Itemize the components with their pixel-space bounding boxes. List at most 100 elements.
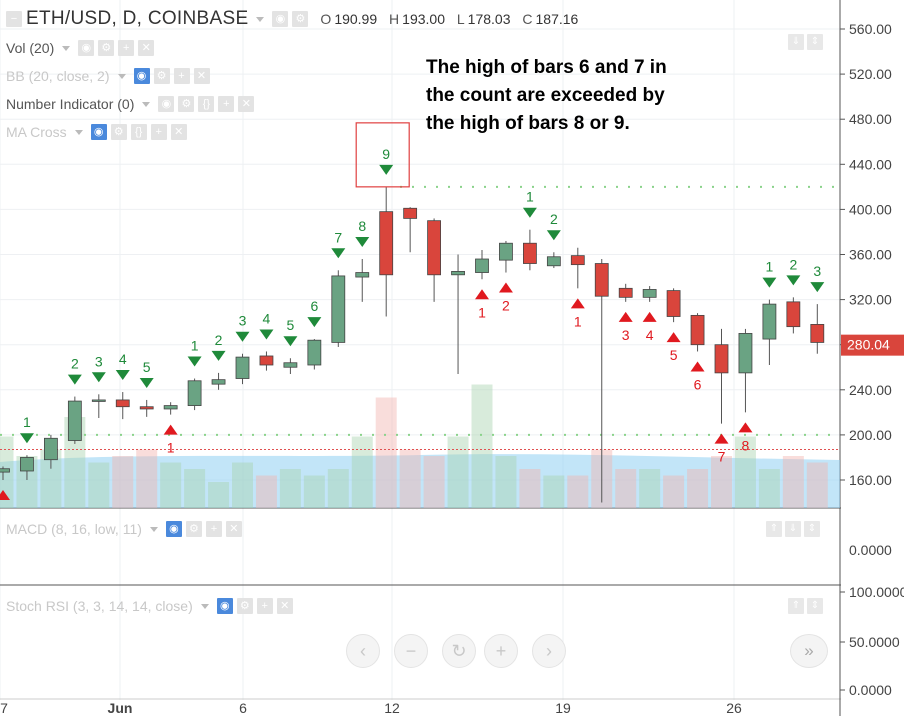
maximize-icon[interactable]: ⇕: [807, 34, 823, 50]
close-icon[interactable]: ✕: [193, 68, 210, 84]
add-icon[interactable]: +: [218, 96, 235, 112]
eye-icon[interactable]: ◉: [216, 598, 233, 614]
eye-off-icon[interactable]: ◉: [133, 68, 150, 84]
gear-icon[interactable]: ⚙: [185, 521, 202, 537]
high-label: H: [389, 11, 400, 27]
setup-count-label: 9: [382, 146, 390, 162]
macd-pane-controls: ⇑ ⇓ ⇕: [766, 521, 820, 537]
close-icon[interactable]: ✕: [225, 521, 242, 537]
candle-body: [115, 399, 130, 408]
gear-icon[interactable]: ⚙: [292, 11, 309, 27]
sell-setup-triangle: [786, 275, 801, 286]
chevron-down-icon[interactable]: [256, 16, 265, 22]
collapse-toggle-icon[interactable]: −: [6, 11, 22, 27]
add-icon[interactable]: +: [256, 598, 273, 614]
setup-count-label: 7: [334, 229, 342, 245]
scroll-left-icon[interactable]: ‹: [346, 634, 380, 668]
maximize-icon[interactable]: ⇕: [804, 521, 820, 537]
volume-bar: [375, 397, 397, 508]
chevron-down-icon[interactable]: [74, 129, 83, 135]
volume-bar: [567, 475, 589, 508]
close-icon[interactable]: ✕: [238, 96, 255, 112]
chevron-down-icon[interactable]: [62, 45, 71, 51]
price-tick-label: 240.00: [849, 382, 892, 398]
sell-setup-triangle: [762, 277, 777, 288]
candle: [451, 254, 465, 375]
setup-count-label: 1: [574, 313, 582, 329]
candle: [690, 313, 705, 352]
add-icon[interactable]: +: [173, 68, 190, 84]
gear-icon[interactable]: ⚙: [236, 598, 253, 614]
buy-setup-triangle: [690, 361, 705, 372]
arrow-down-icon[interactable]: ⇓: [785, 521, 801, 537]
volume-bar: [160, 462, 182, 508]
indicator-vol-label[interactable]: Vol (20): [6, 40, 55, 56]
arrow-down-icon[interactable]: ⇓: [788, 34, 804, 50]
candle: [499, 240, 513, 273]
candle: [379, 186, 394, 317]
gear-icon[interactable]: ⚙: [153, 68, 170, 84]
add-icon[interactable]: +: [118, 40, 135, 56]
candle: [642, 286, 657, 302]
eye-icon[interactable]: ◉: [165, 521, 182, 537]
indicator-bb-label[interactable]: BB (20, close, 2): [6, 68, 110, 84]
arrow-up-icon[interactable]: ⇑: [788, 598, 804, 614]
stoch-label[interactable]: Stoch RSI (3, 3, 14, 14, close): [6, 598, 193, 614]
ohlc-readout: O 190.99 H 193.00 L 178.03 C 187.16: [320, 11, 586, 27]
candle: [211, 372, 226, 390]
price-tick-label: 440.00: [849, 156, 892, 172]
candle-body: [187, 380, 202, 406]
price-tick-label: 560.00: [849, 21, 892, 37]
chevron-down-icon[interactable]: [142, 101, 151, 107]
indicator-ma-cross-label[interactable]: MA Cross: [6, 124, 67, 140]
chevron-down-icon[interactable]: [117, 73, 126, 79]
arrow-up-icon[interactable]: ⇑: [766, 521, 782, 537]
scroll-right-icon[interactable]: ›: [532, 634, 566, 668]
highlight-box: [355, 122, 410, 188]
candle-body: [642, 289, 657, 298]
candle-body: [738, 333, 753, 374]
chevron-down-icon[interactable]: [200, 603, 209, 609]
reset-icon[interactable]: ↻: [442, 634, 476, 668]
zoom-out-icon[interactable]: −: [394, 634, 428, 668]
candle: [427, 218, 442, 302]
eye-icon[interactable]: ◉: [158, 96, 175, 112]
source-code-icon[interactable]: {}: [130, 124, 147, 140]
gear-icon[interactable]: ⚙: [110, 124, 127, 140]
setup-count-label: 1: [478, 304, 486, 320]
source-code-icon[interactable]: {}: [198, 96, 215, 112]
gear-icon[interactable]: ⚙: [178, 96, 195, 112]
eye-icon[interactable]: ◉: [272, 11, 289, 27]
add-icon[interactable]: +: [150, 124, 167, 140]
last-price-value: 280.04: [847, 337, 890, 353]
setup-count-label: 8: [358, 218, 366, 234]
candle-body: [379, 211, 394, 276]
add-icon[interactable]: +: [205, 521, 222, 537]
gear-icon[interactable]: ⚙: [98, 40, 115, 56]
annotation-line: the count are exceeded by: [426, 85, 665, 106]
setup-count-label: 4: [263, 310, 271, 326]
eye-off-icon[interactable]: ◉: [90, 124, 107, 140]
candle: [714, 328, 729, 424]
zoom-in-icon[interactable]: +: [484, 634, 518, 668]
indicator-number-label[interactable]: Number Indicator (0): [6, 96, 135, 112]
volume-bars: [0, 384, 840, 508]
scroll-to-realtime-icon[interactable]: »: [790, 634, 828, 668]
eye-icon[interactable]: ◉: [78, 40, 95, 56]
candle: [786, 297, 801, 334]
maximize-icon[interactable]: ⇕: [807, 598, 823, 614]
sell-setup-triangle: [522, 207, 537, 218]
candle: [331, 270, 346, 347]
buy-setup-triangle: [498, 282, 513, 293]
macd-label[interactable]: MACD (8, 16, low, 11): [6, 521, 142, 537]
setup-count-label: 4: [119, 351, 127, 367]
symbol-title[interactable]: ETH/USD, D, COINBASE: [26, 8, 249, 29]
close-icon[interactable]: ✕: [170, 124, 187, 140]
close-icon[interactable]: ✕: [138, 40, 155, 56]
setup-count-label: 6: [694, 376, 702, 392]
close-icon[interactable]: ✕: [276, 598, 293, 614]
sell-setup-triangle: [187, 356, 202, 367]
chevron-down-icon[interactable]: [149, 526, 158, 532]
